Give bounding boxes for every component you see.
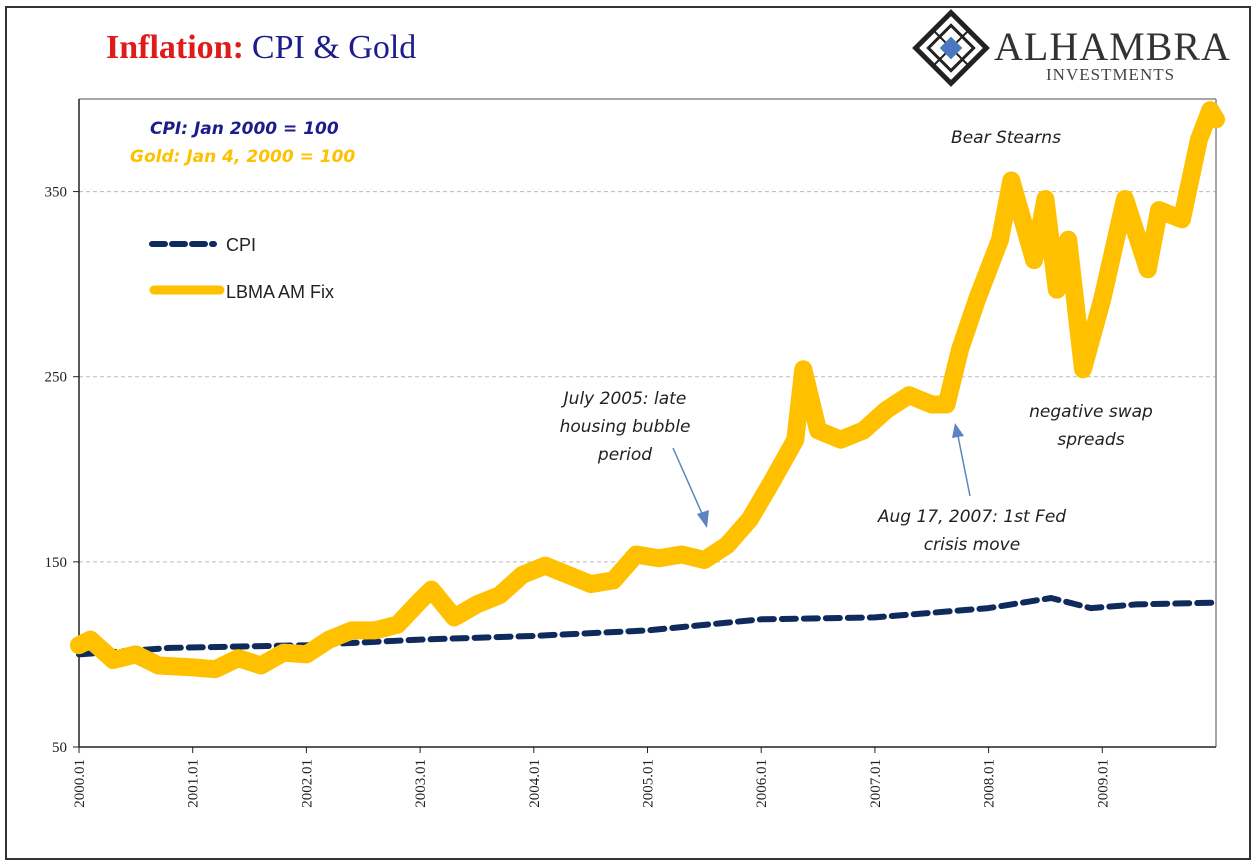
x-tick-label: 2009.01: [1095, 759, 1111, 808]
legend-cpi-label: CPI: [226, 235, 256, 255]
annotation-arrow-icon: [957, 435, 971, 497]
logo-diamond-icon: [912, 9, 990, 87]
annotation-line: spreads: [1057, 430, 1124, 450]
annotation-line: negative swap: [1029, 402, 1153, 422]
annotation-arrow-icon: [672, 447, 705, 519]
y-tick-label: 250: [45, 370, 68, 386]
outer-frame: [5, 6, 1251, 860]
title-part1: Inflation:: [106, 29, 244, 66]
arrowhead-icon: [952, 423, 964, 438]
gold-base-note: Gold: Jan 4, 2000 = 100: [130, 147, 355, 167]
annotation-line: housing bubble: [560, 417, 691, 437]
x-tick-label: 2007.01: [868, 759, 884, 808]
arrowhead-icon: [697, 510, 709, 528]
x-tick-label: 2005.01: [641, 759, 657, 808]
x-tick-label: 2001.01: [186, 759, 202, 808]
y-tick-label: 150: [45, 555, 68, 571]
x-tick-label: 2002.01: [299, 759, 315, 808]
legend-gold-label: LBMA AM Fix: [226, 282, 334, 302]
annotation-line: Aug 17, 2007: 1st Fed: [877, 507, 1066, 527]
title-part2: CPI & Gold: [252, 29, 416, 66]
y-tick-label: 50: [52, 740, 67, 756]
annotation-line: crisis move: [924, 535, 1020, 555]
x-tick-label: 2006.01: [754, 759, 770, 808]
x-tick-label: 2004.01: [527, 759, 543, 808]
annotation-aug-2007: Aug 17, 2007: 1st Fed crisis move: [877, 423, 1066, 555]
x-tick-label: 2008.01: [982, 759, 998, 808]
annotation-july-2005: July 2005: late housing bubble period: [560, 389, 709, 528]
x-tick-label: 2000.01: [72, 759, 88, 808]
annotation-line: period: [597, 445, 652, 465]
chart-title: Inflation: CPI & Gold: [106, 29, 416, 66]
logo-sub: INVESTMENTS: [1046, 65, 1175, 84]
annotation-line: July 2005: late: [561, 389, 687, 409]
gold-line: [70, 101, 1225, 679]
annotation-negative-swap: negative swap spreads: [1029, 402, 1153, 450]
alhambra-logo: ALHAMBRA INVESTMENTS: [912, 9, 1231, 87]
x-tick-label: 2003.01: [413, 759, 429, 808]
annotation-bear-stearns: Bear Stearns: [951, 128, 1061, 148]
cpi-base-note: CPI: Jan 2000 = 100: [150, 119, 339, 139]
legend: CPI LBMA AM Fix: [149, 235, 334, 302]
y-tick-label: 350: [45, 185, 68, 201]
logo-name: ALHAMBRA: [994, 24, 1231, 69]
